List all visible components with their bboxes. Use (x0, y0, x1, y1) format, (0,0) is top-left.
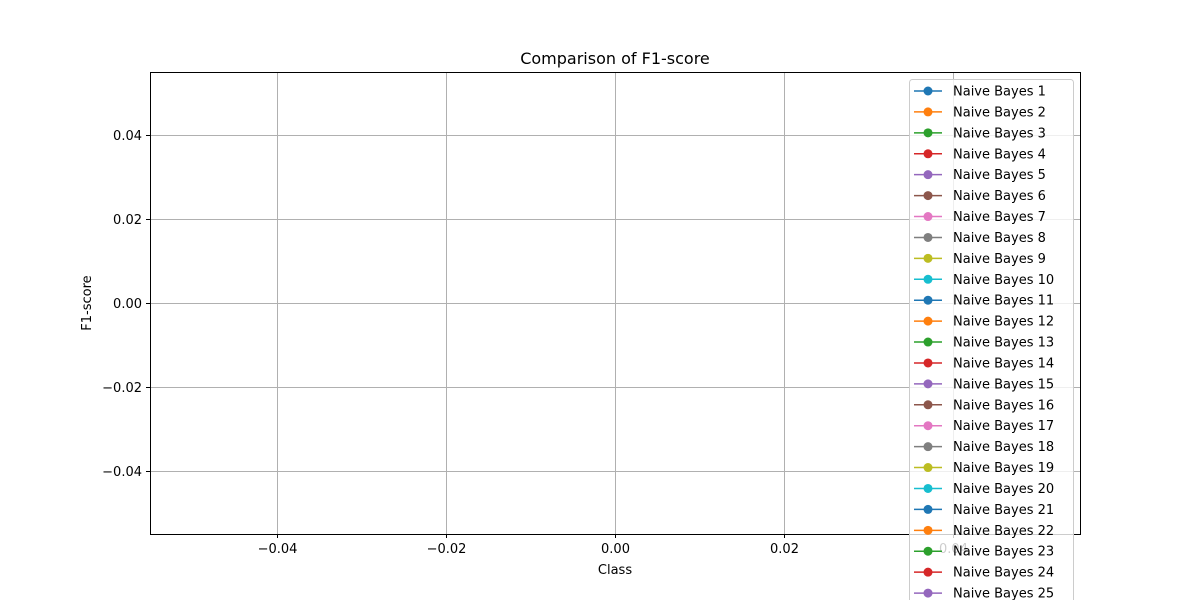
legend-marker (923, 149, 933, 159)
legend-entry-15: Naive Bayes 15 (914, 377, 1054, 392)
legend: Naive Bayes 1 Naive Bayes 2 Naive Bayes 3 N… (909, 79, 1074, 600)
legend-entry-10: Naive Bayes 10 (914, 273, 1054, 288)
y-tick-label: 0.02 (113, 213, 142, 228)
legend-label: Naive Bayes 2 (953, 105, 1046, 120)
legend-label: Naive Bayes 9 (953, 252, 1046, 267)
legend-frame (909, 79, 1074, 600)
legend-label: Naive Bayes 24 (953, 566, 1054, 581)
legend-marker (923, 358, 933, 368)
legend-entry-4: Naive Bayes 4 (914, 147, 1046, 162)
legend-label: Naive Bayes 20 (953, 482, 1054, 497)
x-tick-label: −0.02 (427, 542, 467, 557)
legend-label: Naive Bayes 11 (953, 294, 1054, 309)
legend-marker (923, 588, 933, 598)
legend-label: Naive Bayes 12 (953, 315, 1054, 330)
legend-label: Naive Bayes 10 (953, 273, 1054, 288)
legend-entry-23: Naive Bayes 23 (914, 545, 1054, 560)
legend-entry-12: Naive Bayes 12 (914, 315, 1054, 330)
legend-label: Naive Bayes 5 (953, 168, 1046, 183)
legend-marker (923, 421, 933, 431)
legend-label: Naive Bayes 18 (953, 440, 1054, 455)
legend-label: Naive Bayes 13 (953, 336, 1054, 351)
legend-marker (923, 274, 933, 284)
y-axis-label: F1-score (80, 275, 95, 330)
legend-marker (923, 504, 933, 514)
legend-label: Naive Bayes 25 (953, 587, 1054, 600)
legend-entry-16: Naive Bayes 16 (914, 398, 1054, 413)
legend-entry-17: Naive Bayes 17 (914, 419, 1054, 434)
legend-entry-21: Naive Bayes 21 (914, 503, 1054, 518)
legend-label: Naive Bayes 22 (953, 524, 1054, 539)
legend-entry-6: Naive Bayes 6 (914, 189, 1046, 204)
legend-label: Naive Bayes 21 (953, 503, 1054, 518)
legend-entry-11: Naive Bayes 11 (914, 294, 1054, 309)
x-tick-label: −0.04 (258, 542, 298, 557)
legend-label: Naive Bayes 14 (953, 356, 1054, 371)
legend-label: Naive Bayes 7 (953, 210, 1046, 225)
x-tick-label: 0.00 (601, 542, 630, 557)
legend-marker (923, 212, 933, 222)
legend-marker (923, 128, 933, 138)
legend-entry-20: Naive Bayes 20 (914, 482, 1054, 497)
chart-title: Comparison of F1-score (520, 49, 710, 68)
x-axis-ticks: −0.04−0.020.000.020.04 (258, 534, 968, 557)
legend-entry-14: Naive Bayes 14 (914, 356, 1054, 371)
legend-marker (923, 170, 933, 180)
legend-entry-25: Naive Bayes 25 (914, 587, 1054, 600)
y-tick-label: 0.04 (113, 129, 142, 144)
y-axis-ticks: −0.04 −0.02 0.00 0.02 0.04 (102, 129, 150, 480)
legend-entry-13: Naive Bayes 13 (914, 336, 1054, 351)
legend-label: Naive Bayes 16 (953, 398, 1054, 413)
legend-marker (923, 232, 933, 242)
legend-marker (923, 316, 933, 326)
legend-marker (923, 442, 933, 452)
legend-marker (923, 379, 933, 389)
legend-marker (923, 483, 933, 493)
legend-label: Naive Bayes 15 (953, 377, 1054, 392)
legend-marker (923, 295, 933, 305)
legend-entry-9: Naive Bayes 9 (914, 252, 1046, 267)
legend-marker (923, 567, 933, 577)
legend-label: Naive Bayes 1 (953, 85, 1046, 100)
legend-label: Naive Bayes 17 (953, 419, 1054, 434)
legend-entry-19: Naive Bayes 19 (914, 461, 1054, 476)
legend-entry-18: Naive Bayes 18 (914, 440, 1054, 455)
x-axis-label: Class (598, 563, 632, 578)
legend-marker (923, 107, 933, 117)
legend-marker (923, 400, 933, 410)
legend-label: Naive Bayes 6 (953, 189, 1046, 204)
legend-label: Naive Bayes 4 (953, 147, 1046, 162)
legend-marker (923, 191, 933, 201)
legend-label: Naive Bayes 19 (953, 461, 1054, 476)
legend-entry-22: Naive Bayes 22 (914, 524, 1054, 539)
y-tick-label: 0.00 (113, 297, 142, 312)
legend-entry-7: Naive Bayes 7 (914, 210, 1046, 225)
legend-marker (923, 525, 933, 535)
legend-label: Naive Bayes 8 (953, 231, 1046, 246)
legend-marker (923, 86, 933, 96)
legend-entry-8: Naive Bayes 8 (914, 231, 1046, 246)
legend-label: Naive Bayes 23 (953, 545, 1054, 560)
legend-entry-1: Naive Bayes 1 (914, 85, 1046, 100)
legend-marker (923, 253, 933, 263)
legend-marker (923, 463, 933, 473)
legend-entry-24: Naive Bayes 24 (914, 566, 1054, 581)
legend-entry-2: Naive Bayes 2 (914, 105, 1046, 120)
legend-marker (923, 546, 933, 556)
legend-entry-3: Naive Bayes 3 (914, 126, 1046, 141)
legend-label: Naive Bayes 3 (953, 126, 1046, 141)
x-tick-label: 0.02 (770, 542, 799, 557)
legend-marker (923, 337, 933, 347)
y-tick-label: −0.02 (102, 381, 142, 396)
y-tick-label: −0.04 (102, 465, 142, 480)
legend-entry-5: Naive Bayes 5 (914, 168, 1046, 183)
